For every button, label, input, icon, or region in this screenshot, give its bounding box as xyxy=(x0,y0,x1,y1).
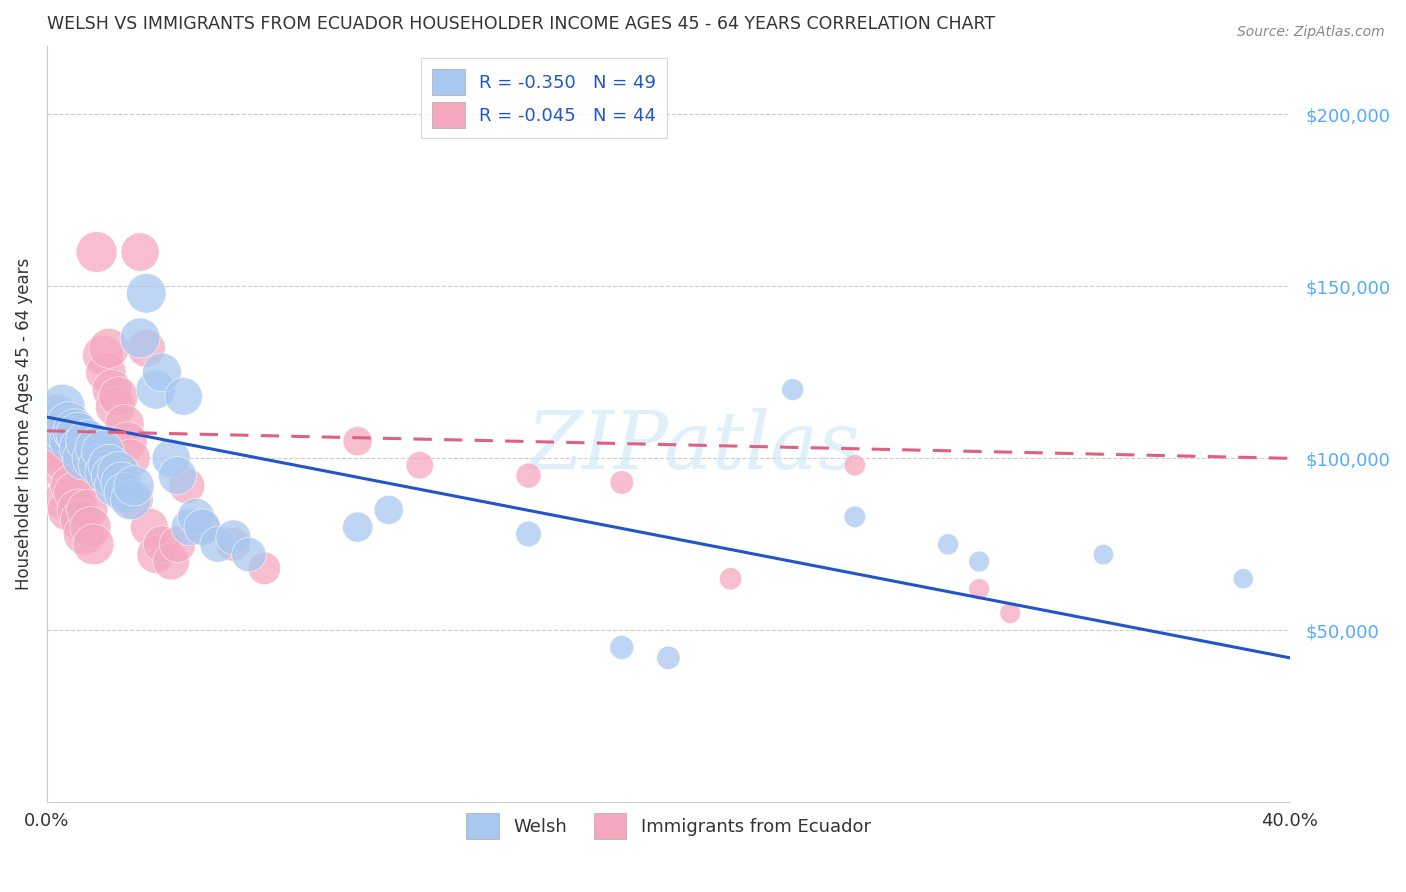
Point xyxy=(94,365,117,379)
Point xyxy=(135,286,157,301)
Point xyxy=(129,331,152,345)
Point xyxy=(89,458,111,473)
Point xyxy=(238,548,260,562)
Point xyxy=(184,509,207,524)
Point xyxy=(844,509,866,524)
Point xyxy=(86,441,108,455)
Point xyxy=(610,475,633,490)
Point xyxy=(160,555,183,569)
Point xyxy=(160,451,183,466)
Point xyxy=(83,537,105,551)
Point xyxy=(1000,606,1022,620)
Point xyxy=(253,561,276,575)
Point xyxy=(98,341,121,355)
Point xyxy=(145,548,167,562)
Point xyxy=(98,458,121,473)
Point xyxy=(42,417,65,431)
Point xyxy=(76,434,98,449)
Point xyxy=(173,389,195,403)
Point xyxy=(967,582,990,596)
Point xyxy=(94,465,117,479)
Point xyxy=(91,348,114,362)
Text: WELSH VS IMMIGRANTS FROM ECUADOR HOUSEHOLDER INCOME AGES 45 - 64 YEARS CORRELATI: WELSH VS IMMIGRANTS FROM ECUADOR HOUSEHO… xyxy=(46,15,995,33)
Point xyxy=(58,503,80,517)
Point xyxy=(967,555,990,569)
Point xyxy=(91,444,114,458)
Point xyxy=(55,492,77,507)
Point xyxy=(122,479,145,493)
Point xyxy=(79,520,101,534)
Point xyxy=(346,434,368,449)
Point xyxy=(191,520,214,534)
Point xyxy=(63,485,86,500)
Point xyxy=(107,389,129,403)
Point xyxy=(86,245,108,260)
Point xyxy=(101,383,124,397)
Point xyxy=(110,475,132,490)
Point xyxy=(58,417,80,431)
Point xyxy=(66,503,89,517)
Point xyxy=(176,479,198,493)
Point xyxy=(191,520,214,534)
Point xyxy=(73,451,96,466)
Point xyxy=(51,451,73,466)
Point xyxy=(114,485,136,500)
Point xyxy=(1092,548,1115,562)
Point xyxy=(117,434,139,449)
Point xyxy=(48,458,70,473)
Point xyxy=(45,410,67,425)
Point xyxy=(145,383,167,397)
Point xyxy=(222,537,245,551)
Text: ZIPatlas: ZIPatlas xyxy=(526,408,860,485)
Point xyxy=(104,479,127,493)
Point xyxy=(76,503,98,517)
Point xyxy=(114,417,136,431)
Point xyxy=(377,503,399,517)
Point xyxy=(107,465,129,479)
Point xyxy=(610,640,633,655)
Point xyxy=(720,572,742,586)
Point xyxy=(48,424,70,438)
Point xyxy=(166,468,188,483)
Point xyxy=(63,424,86,438)
Point xyxy=(42,424,65,438)
Point xyxy=(51,400,73,414)
Point xyxy=(70,441,93,455)
Point xyxy=(101,468,124,483)
Point xyxy=(782,383,804,397)
Point xyxy=(409,458,432,473)
Point xyxy=(517,468,540,483)
Point xyxy=(129,245,152,260)
Point xyxy=(55,424,77,438)
Point xyxy=(122,492,145,507)
Point xyxy=(104,400,127,414)
Point xyxy=(120,492,142,507)
Point xyxy=(657,650,679,665)
Point xyxy=(166,537,188,551)
Legend: Welsh, Immigrants from Ecuador: Welsh, Immigrants from Ecuador xyxy=(458,806,877,847)
Point xyxy=(66,427,89,442)
Point xyxy=(179,520,201,534)
Point xyxy=(844,458,866,473)
Point xyxy=(138,520,160,534)
Point xyxy=(150,537,173,551)
Point xyxy=(207,537,229,551)
Point xyxy=(70,513,93,527)
Point xyxy=(1232,572,1254,586)
Y-axis label: Householder Income Ages 45 - 64 years: Householder Income Ages 45 - 64 years xyxy=(15,258,32,591)
Point xyxy=(60,434,83,449)
Point xyxy=(83,451,105,466)
Point xyxy=(73,527,96,541)
Point xyxy=(60,479,83,493)
Point xyxy=(150,365,173,379)
Point xyxy=(222,531,245,545)
Text: Source: ZipAtlas.com: Source: ZipAtlas.com xyxy=(1237,25,1385,39)
Point xyxy=(517,527,540,541)
Point xyxy=(346,520,368,534)
Point xyxy=(135,341,157,355)
Point xyxy=(120,451,142,466)
Point xyxy=(45,441,67,455)
Point xyxy=(936,537,959,551)
